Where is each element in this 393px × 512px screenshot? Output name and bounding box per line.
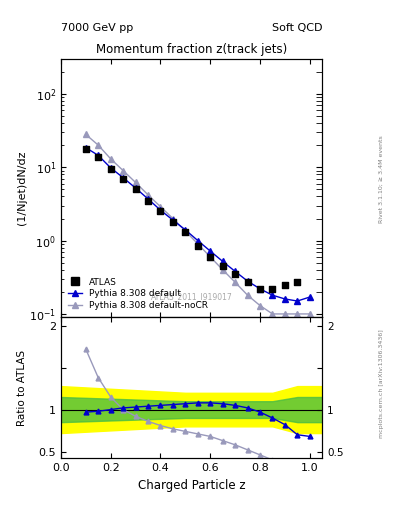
Legend: ATLAS, Pythia 8.308 default, Pythia 8.308 default-noCR: ATLAS, Pythia 8.308 default, Pythia 8.30… [65,275,211,313]
Point [157,207,163,216]
Title: Momentum fraction z(track jets): Momentum fraction z(track jets) [96,44,287,56]
Y-axis label: (1/Njet)dN/dz: (1/Njet)dN/dz [17,151,27,225]
Point [220,262,226,270]
Point [83,144,89,153]
Point [294,278,301,286]
Point [282,281,288,289]
Y-axis label: Ratio to ATLAS: Ratio to ATLAS [17,350,27,426]
Point [257,285,263,293]
Point [195,242,201,250]
Point [108,165,114,173]
Point [145,197,151,205]
Point [170,218,176,226]
Point [120,175,126,183]
Text: ATLAS_2011_I919017: ATLAS_2011_I919017 [151,292,233,301]
Text: Rivet 3.1.10; ≥ 3.4M events: Rivet 3.1.10; ≥ 3.4M events [379,135,384,223]
Point [132,185,139,194]
Point [207,253,213,261]
Point [95,153,101,161]
Text: 7000 GeV pp: 7000 GeV pp [61,23,133,33]
Text: Soft QCD: Soft QCD [272,23,322,33]
Point [182,228,189,237]
Point [244,278,251,286]
X-axis label: Charged Particle z: Charged Particle z [138,479,245,492]
Point [232,270,238,278]
Point [269,285,275,293]
Text: mcplots.cern.ch [arXiv:1306.3436]: mcplots.cern.ch [arXiv:1306.3436] [379,330,384,438]
